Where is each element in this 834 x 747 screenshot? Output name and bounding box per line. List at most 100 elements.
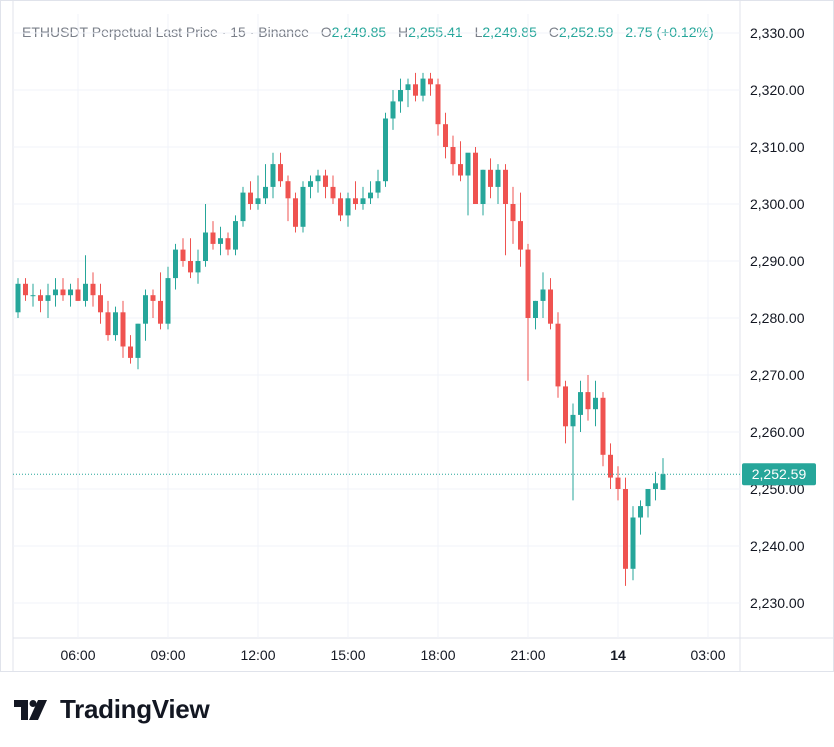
candle-body: [435, 84, 441, 125]
candle-body: [173, 249, 178, 279]
x-tick-label: 12:00: [240, 647, 275, 663]
y-tick-label: 2,310.00: [750, 139, 805, 155]
x-tick-label: 03:00: [690, 647, 725, 663]
candle-body: [105, 312, 111, 336]
candle-body: [473, 152, 478, 204]
candle-body: [60, 289, 66, 296]
candle-body: [210, 232, 216, 244]
candle-body: [488, 169, 493, 187]
y-tick-label: 2,330.00: [750, 25, 805, 41]
change-value: 2.75 (+0.12%): [625, 24, 714, 40]
candle-body: [375, 181, 381, 193]
candle-body: [233, 221, 238, 250]
candle-body: [660, 474, 666, 490]
candle-body: [623, 489, 628, 569]
brand-name: TradingView: [60, 694, 210, 724]
y-tick-label: 2,270.00: [750, 367, 805, 383]
y-tick-label: 2,260.00: [750, 424, 805, 440]
candle-body: [285, 181, 291, 199]
candle-body: [300, 186, 306, 227]
candle-body: [218, 238, 223, 244]
close-label: C: [548, 24, 559, 40]
x-tick-label: 14: [610, 647, 626, 663]
candle-body: [203, 232, 208, 261]
last-price-label: 2,252.59: [752, 466, 807, 482]
candle-body: [548, 289, 553, 324]
candle-body: [600, 397, 606, 455]
candle-body: [248, 192, 253, 204]
candle-body: [360, 198, 366, 204]
high-value: 2,255.41: [408, 24, 463, 40]
candle-body: [525, 249, 531, 318]
candle-body: [405, 84, 411, 90]
x-tick-label: 06:00: [60, 647, 95, 663]
candle-body: [15, 283, 21, 313]
candle-body: [495, 169, 501, 187]
candle-body: [263, 186, 268, 199]
candle-body: [180, 249, 186, 261]
candle-body: [165, 278, 171, 324]
candle-body: [83, 283, 88, 301]
candle-body: [38, 295, 43, 301]
candle-body: [630, 517, 636, 569]
candle-body: [255, 198, 261, 204]
candle-body: [443, 124, 448, 147]
candle-body: [98, 295, 103, 313]
candle-body: [240, 192, 246, 222]
x-tick-label: 18:00: [420, 647, 455, 663]
candle-body: [113, 312, 118, 336]
candle-body: [503, 169, 508, 204]
open-value: 2,249.85: [331, 24, 387, 40]
tradingview-logo[interactable]: TradingView: [14, 694, 210, 725]
candle-body: [75, 289, 81, 301]
candle-body: [323, 175, 328, 187]
candle-body: [390, 101, 396, 119]
y-tick-label: 2,230.00: [750, 595, 805, 611]
candle-body: [570, 414, 576, 427]
candle-body: [450, 147, 456, 165]
candle-body: [413, 84, 418, 96]
candle-body: [383, 118, 388, 182]
candle-body: [540, 289, 546, 301]
candle-body: [158, 300, 163, 324]
candle-body: [518, 221, 523, 250]
y-tick-label: 2,320.00: [750, 82, 805, 98]
candle-body: [368, 192, 373, 199]
x-tick-label: 15:00: [330, 647, 365, 663]
candle-body: [563, 386, 568, 427]
candle-body: [638, 506, 643, 518]
candle-body: [45, 295, 51, 301]
x-tick-label: 21:00: [510, 647, 545, 663]
candle-body: [143, 295, 148, 324]
candle-body: [23, 283, 28, 296]
symbol-title: ETHUSDT Perpetual Last Price · 15 · Bina…: [22, 24, 309, 40]
price-chart[interactable]: 2,230.002,240.002,250.002,260.002,270.00…: [0, 0, 834, 680]
low-label: L: [474, 24, 483, 40]
y-tick-label: 2,240.00: [750, 538, 805, 554]
tradingview-logo-icon: [14, 699, 47, 720]
candle-body: [480, 169, 486, 204]
candle-body: [330, 186, 336, 199]
candle-body: [120, 312, 126, 347]
chart-legend: ETHUSDT Perpetual Last Price · 15 · Bina…: [22, 24, 714, 40]
candle-body: [30, 295, 36, 297]
candle-body: [188, 261, 193, 273]
candle-body: [608, 454, 613, 478]
candle-body: [195, 261, 201, 273]
candle-body: [458, 164, 463, 176]
candle-body: [645, 489, 651, 507]
candle-body: [353, 198, 358, 204]
y-tick-label: 2,280.00: [750, 310, 805, 326]
candle-body: [150, 295, 156, 301]
candle-body: [128, 346, 133, 358]
candle-body: [653, 483, 658, 489]
candle-body: [90, 283, 96, 296]
y-tick-label: 2,300.00: [750, 196, 805, 212]
candle-body: [420, 78, 426, 96]
candle-body: [270, 164, 276, 187]
low-value: 2,249.85: [482, 24, 537, 40]
candle-body: [510, 204, 516, 222]
candle-body: [555, 323, 561, 387]
close-value: 2,252.59: [558, 24, 614, 40]
candle-body: [428, 78, 433, 85]
